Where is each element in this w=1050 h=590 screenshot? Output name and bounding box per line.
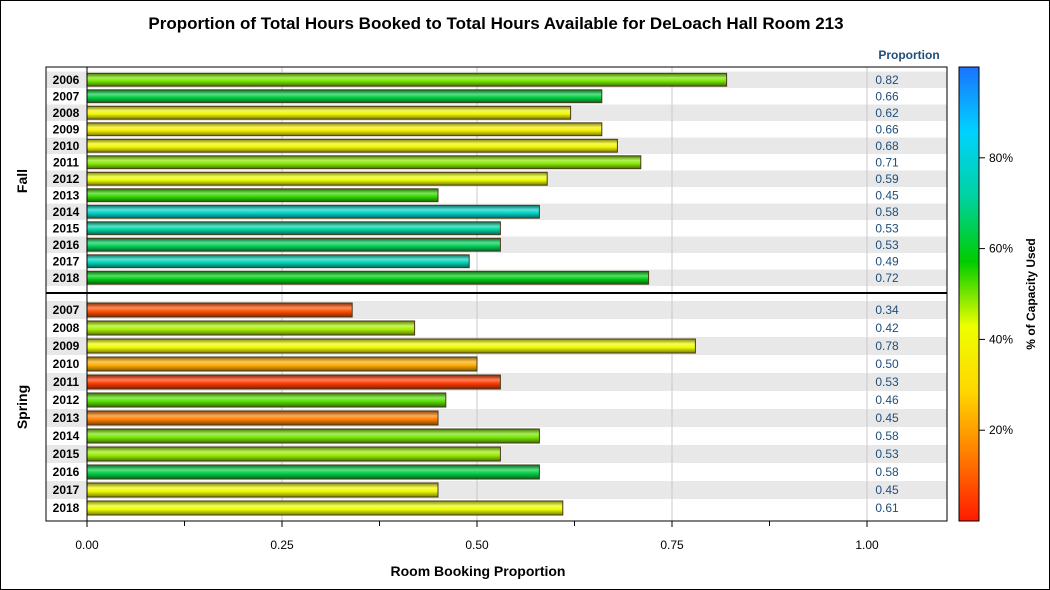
data-label: 0.42 — [875, 321, 899, 335]
x-axis-label: Room Booking Proportion — [391, 563, 566, 579]
y-tick-label: 2016 — [53, 465, 80, 479]
data-label: 0.66 — [875, 122, 899, 136]
bar-spring-2015 — [86, 446, 501, 462]
x-tick-label: 1.00 — [855, 538, 879, 552]
data-label: 0.46 — [875, 393, 899, 407]
data-label: 0.62 — [875, 106, 899, 120]
data-label: 0.71 — [875, 155, 899, 169]
y-tick-label: 2009 — [53, 339, 80, 353]
data-label: 0.45 — [875, 188, 899, 202]
x-tick-label: 0.75 — [660, 538, 684, 552]
y-tick-label: 2017 — [53, 483, 80, 497]
data-label: 0.58 — [875, 429, 899, 443]
bar-fall-2014 — [86, 204, 540, 219]
colorbar-tick-label: 60% — [989, 242, 1013, 256]
y-tick-labels: 2006 2007 2008 2009 2010 2011 2012 2013 2014 2015… — [53, 73, 80, 515]
bar-fall-2007 — [86, 89, 603, 104]
data-label: 0.45 — [875, 411, 899, 425]
data-label: 0.61 — [875, 501, 899, 515]
y-tick-label: 2011 — [53, 155, 79, 169]
data-label: 0.49 — [875, 254, 899, 268]
chart-title: Proportion of Total Hours Booked to Tota… — [148, 14, 843, 33]
group-label-spring: Spring — [14, 385, 30, 429]
y-tick-label: 2014 — [53, 205, 80, 219]
bar-spring-2007 — [86, 302, 353, 318]
group-labels: Fall Spring — [14, 169, 30, 429]
value-column-header: Proportion — [878, 48, 939, 62]
bar-spring-2011 — [86, 374, 501, 390]
y-tick-label: 2006 — [53, 73, 80, 87]
y-tick-label: 2018 — [53, 501, 80, 515]
bar-fall-2009 — [86, 122, 603, 137]
y-tick-label: 2017 — [53, 254, 80, 268]
bar-spring-2014 — [86, 428, 540, 444]
value-labels: 0.82 0.66 0.62 0.66 0.68 0.71 0.59 0.45 0.58 0.53… — [875, 73, 899, 515]
bars — [86, 72, 728, 516]
data-label: 0.66 — [875, 89, 899, 103]
y-tick-label: 2016 — [53, 238, 80, 252]
y-tick-label: 2009 — [53, 122, 80, 136]
group-label-fall: Fall — [14, 169, 30, 193]
data-label: 0.34 — [875, 303, 899, 317]
bar-spring-2017 — [86, 482, 439, 498]
bar-spring-2012 — [86, 392, 447, 408]
y-tick-label: 2015 — [53, 447, 80, 461]
colorbar-title: % of Capacity Used — [1024, 238, 1038, 349]
data-label: 0.53 — [875, 375, 899, 389]
data-label: 0.59 — [875, 172, 899, 186]
y-tick-label: 2013 — [53, 411, 80, 425]
bar-fall-2008 — [86, 105, 572, 120]
y-tick-label: 2007 — [53, 89, 80, 103]
bar-fall-2006 — [86, 72, 728, 87]
y-tick-label: 2010 — [53, 357, 80, 371]
x-tick-label: 0.50 — [465, 538, 489, 552]
bar-spring-2009 — [86, 338, 696, 354]
x-axis: 0.00 0.25 0.50 0.75 1.00 — [75, 521, 879, 552]
data-label: 0.58 — [875, 205, 899, 219]
y-tick-label: 2010 — [53, 139, 80, 153]
colorbar-tick-label: 40% — [989, 332, 1013, 346]
data-label: 0.53 — [875, 447, 899, 461]
y-tick-label: 2018 — [53, 271, 80, 285]
y-tick-label: 2012 — [53, 393, 80, 407]
bar-fall-2017 — [86, 254, 470, 269]
y-tick-label: 2007 — [53, 303, 80, 317]
y-tick-label: 2008 — [53, 106, 80, 120]
colorbar — [958, 66, 980, 522]
y-tick-label: 2011 — [53, 375, 79, 389]
bar-spring-2018 — [86, 500, 564, 516]
bar-fall-2010 — [86, 138, 618, 153]
colorbar-tick-label: 20% — [989, 423, 1013, 437]
y-tick-label: 2012 — [53, 172, 80, 186]
y-tick-label: 2008 — [53, 321, 80, 335]
data-label: 0.82 — [875, 73, 899, 87]
bar-fall-2015 — [86, 221, 501, 236]
x-tick-label: 0.00 — [75, 538, 99, 552]
data-label: 0.53 — [875, 221, 899, 235]
x-tick-label: 0.25 — [270, 538, 294, 552]
bar-spring-2016 — [86, 464, 540, 480]
data-label: 0.58 — [875, 465, 899, 479]
bar-spring-2013 — [86, 410, 439, 426]
y-tick-label: 2015 — [53, 221, 80, 235]
y-tick-label: 2014 — [53, 429, 80, 443]
data-label: 0.45 — [875, 483, 899, 497]
bar-fall-2013 — [86, 188, 439, 203]
colorbar-tick-label: 80% — [989, 151, 1013, 165]
data-label: 0.72 — [875, 271, 899, 285]
data-label: 0.78 — [875, 339, 899, 353]
data-label: 0.53 — [875, 238, 899, 252]
bar-fall-2016 — [86, 237, 501, 252]
colorbar-ticks: 20% 40% 60% 80% — [979, 151, 1013, 437]
data-label: 0.50 — [875, 357, 899, 371]
y-tick-label: 2013 — [53, 188, 80, 202]
bar-spring-2010 — [86, 356, 478, 372]
data-label: 0.68 — [875, 139, 899, 153]
bar-fall-2018 — [86, 270, 650, 285]
bar-fall-2012 — [86, 171, 548, 186]
bar-fall-2011 — [86, 155, 642, 170]
bar-spring-2008 — [86, 320, 416, 336]
